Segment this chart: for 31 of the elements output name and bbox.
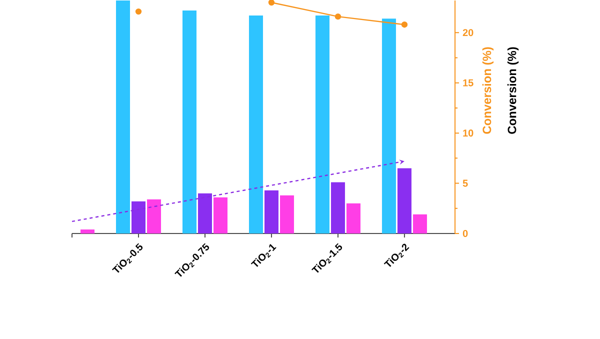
bar [412,214,427,234]
bar [132,202,146,234]
y-tick-label: 10 [463,130,474,137]
y-tick-label: 0 [462,230,468,238]
point [401,22,408,28]
x-tick-label: TiO$_{2}$-1 [250,244,276,268]
bar [264,190,278,234]
x-tick-label: TiO$_{2}$-1.5 [311,243,342,274]
bar [397,168,412,234]
bar [346,204,360,234]
y-tick-label: 5 [462,180,468,188]
point [268,0,275,6]
point [135,8,142,15]
bar [248,16,263,234]
y-axis-title: Conversion (%) [482,47,494,134]
point [334,14,342,20]
text: Conversion (%) [507,48,519,134]
bar [213,198,228,234]
x-tick-label: TiO$_{2}$-2 [384,244,410,268]
bar [182,10,196,234]
y-tick-label: 15 [463,80,474,87]
bar [280,196,294,234]
bar [330,182,345,234]
bar [116,0,130,234]
x-tick-label: TiO$_{2}$-0.5 [112,243,143,274]
bar [80,230,95,234]
bar [147,200,161,234]
y-tick-label: 20 [462,29,474,36]
bar [198,194,212,234]
bar [315,16,330,234]
bar [382,18,396,234]
